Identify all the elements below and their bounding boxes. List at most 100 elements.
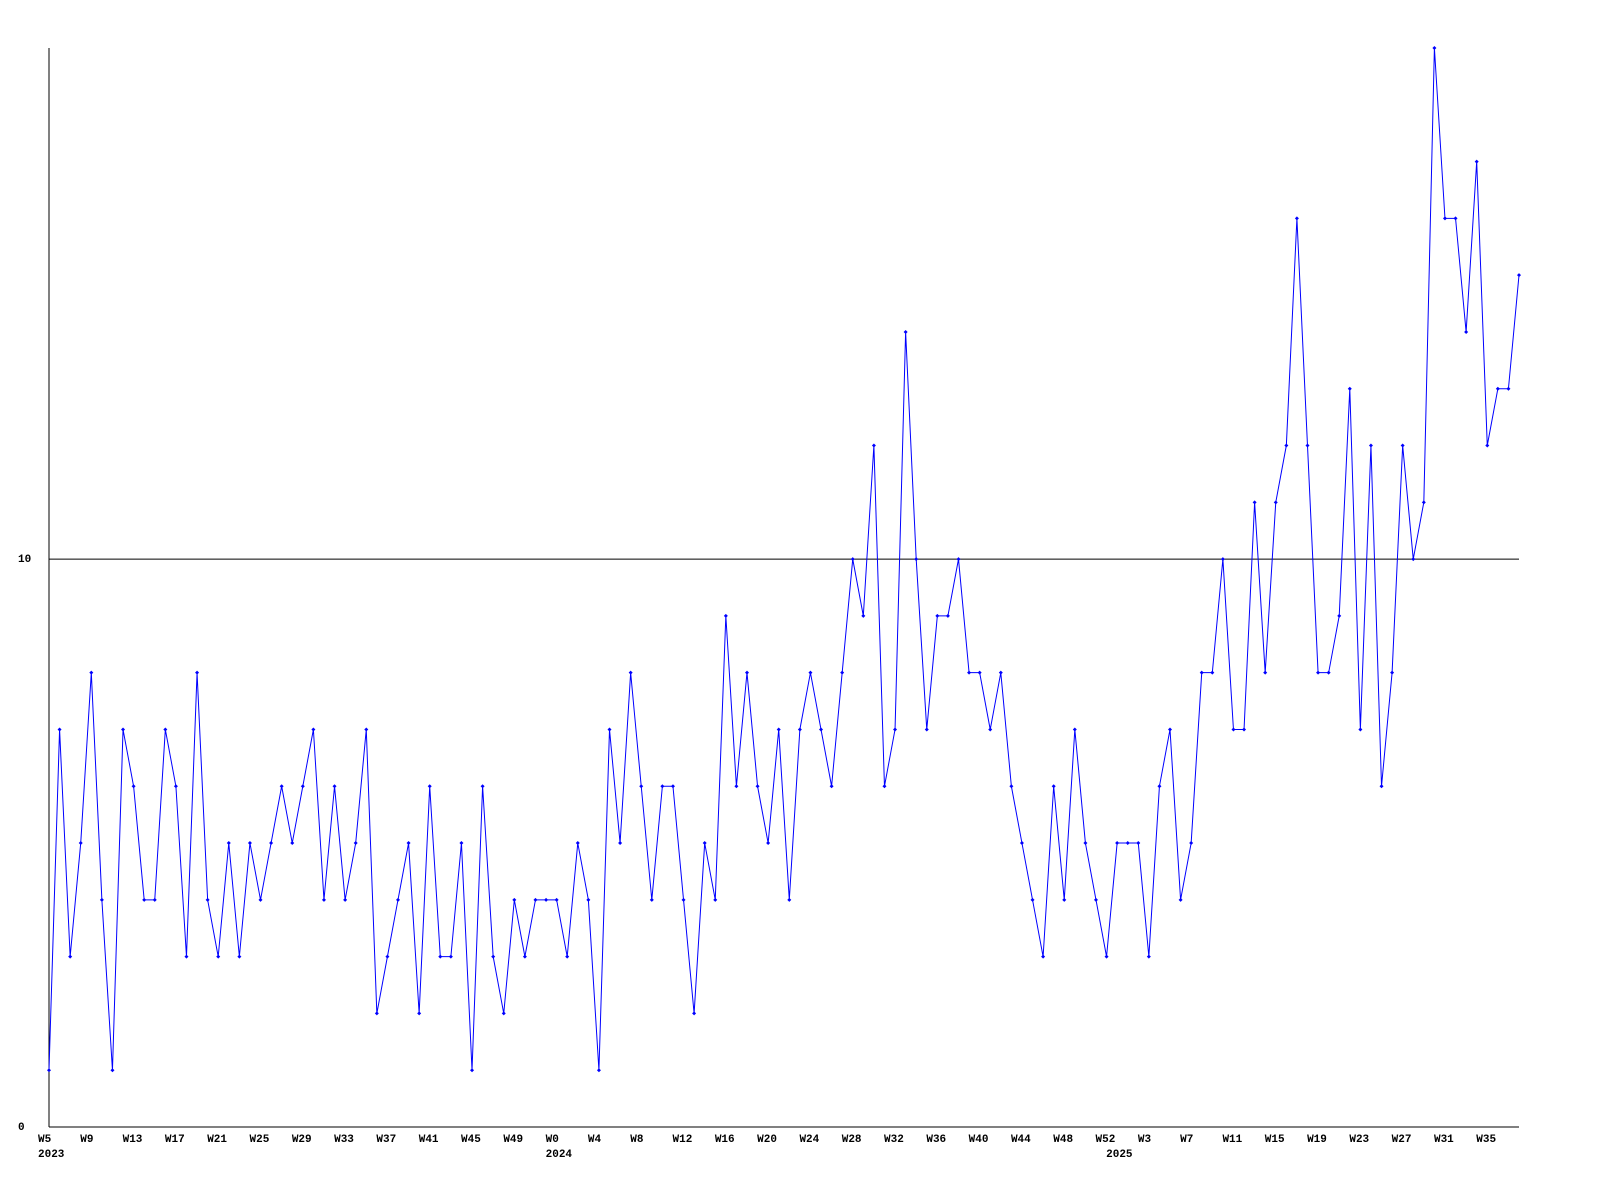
x-tick-label: W0 <box>546 1134 559 1146</box>
point <box>1506 386 1511 391</box>
point <box>797 727 802 732</box>
point <box>829 784 834 789</box>
point <box>1083 841 1088 846</box>
x-tick-label: W7 <box>1180 1134 1193 1146</box>
x-tick-label: W41 <box>419 1134 439 1146</box>
point <box>279 784 284 789</box>
x-group-label: 2023 <box>38 1149 65 1161</box>
point <box>956 557 961 562</box>
point <box>353 841 358 846</box>
x-tick-label: W8 <box>630 1134 644 1146</box>
point <box>755 784 760 789</box>
point <box>776 727 781 732</box>
point <box>819 727 824 732</box>
point <box>57 727 62 732</box>
point <box>1368 443 1373 448</box>
point <box>1146 954 1151 959</box>
point <box>1030 897 1035 902</box>
point <box>47 1068 51 1073</box>
point <box>1358 727 1363 732</box>
point <box>628 670 633 675</box>
point <box>1400 443 1405 448</box>
point <box>1178 897 1183 902</box>
x-tick-label: W13 <box>123 1134 143 1146</box>
point <box>1168 727 1173 732</box>
x-tick-label: W28 <box>842 1134 862 1146</box>
x-tick-label: W27 <box>1392 1134 1412 1146</box>
x-tick-label: W33 <box>334 1134 354 1146</box>
point <box>935 613 940 618</box>
y-tick-label: 0 <box>18 1122 25 1134</box>
point <box>850 557 855 562</box>
point <box>448 954 453 959</box>
point <box>184 954 189 959</box>
point <box>1210 670 1215 675</box>
point <box>1474 159 1479 164</box>
point <box>544 897 549 902</box>
point <box>258 897 263 902</box>
point <box>1305 443 1310 448</box>
point <box>861 613 866 618</box>
point <box>195 670 200 675</box>
point <box>459 841 464 846</box>
point <box>470 1068 475 1073</box>
point <box>723 613 728 618</box>
x-tick-label: W25 <box>250 1134 270 1146</box>
x-tick-label: W49 <box>503 1134 523 1146</box>
point <box>713 897 718 902</box>
point <box>670 784 675 789</box>
point <box>1495 386 1500 391</box>
point <box>269 841 274 846</box>
x-tick-label: W44 <box>1011 1134 1031 1146</box>
point <box>522 954 527 959</box>
point <box>1517 273 1521 278</box>
x-tick-label: W24 <box>799 1134 819 1146</box>
x-tick-label: W12 <box>673 1134 693 1146</box>
point <box>1104 954 1109 959</box>
point <box>1199 670 1204 675</box>
x-tick-label: W4 <box>588 1134 602 1146</box>
point <box>343 897 348 902</box>
point <box>702 841 707 846</box>
point <box>99 897 104 902</box>
point <box>1263 670 1268 675</box>
point <box>1072 727 1077 732</box>
x-tick-label: W3 <box>1138 1134 1152 1146</box>
point <box>977 670 982 675</box>
point <box>491 954 496 959</box>
point <box>173 784 178 789</box>
point <box>903 329 908 334</box>
point <box>1337 613 1342 618</box>
point <box>501 1011 506 1016</box>
point <box>1411 557 1416 562</box>
point <box>1041 954 1046 959</box>
point <box>1284 443 1289 448</box>
point <box>1390 670 1395 675</box>
point <box>110 1068 115 1073</box>
point <box>998 670 1003 675</box>
point <box>406 841 411 846</box>
point <box>681 897 686 902</box>
point <box>1125 841 1130 846</box>
point <box>131 784 136 789</box>
point <box>1316 670 1321 675</box>
point <box>321 897 326 902</box>
point <box>300 784 305 789</box>
point <box>290 841 295 846</box>
x-tick-label: W17 <box>165 1134 185 1146</box>
point <box>1442 216 1447 221</box>
point <box>586 897 591 902</box>
point <box>1220 557 1225 562</box>
point <box>226 841 231 846</box>
line <box>48 47 1520 1071</box>
point <box>1485 443 1490 448</box>
x-tick-label: W19 <box>1307 1134 1327 1146</box>
point <box>205 897 210 902</box>
point <box>596 1068 601 1073</box>
point <box>438 954 443 959</box>
point <box>1136 841 1141 846</box>
point <box>1432 46 1437 50</box>
point <box>988 727 993 732</box>
